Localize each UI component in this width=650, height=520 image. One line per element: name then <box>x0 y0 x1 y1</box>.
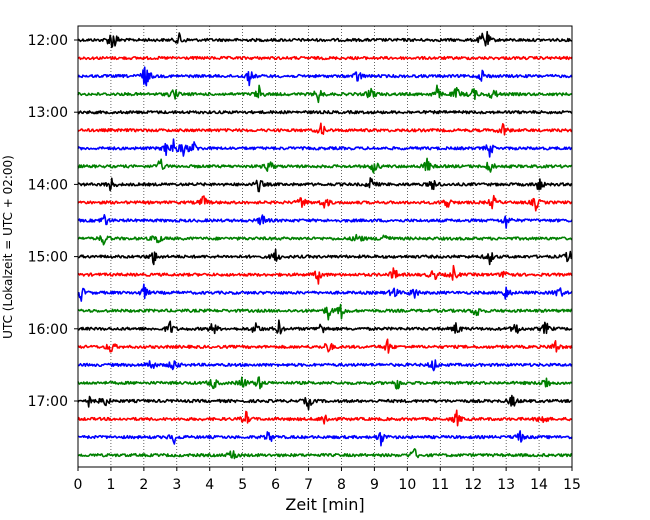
y-axis-title: UTC (Lokalzeit = UTC + 02:00) <box>1 155 15 339</box>
trace-1200 <box>77 30 573 49</box>
trace-1545 <box>77 303 573 321</box>
trace-1230 <box>77 66 573 87</box>
trace-1430 <box>77 213 573 229</box>
trace-1330 <box>77 138 573 158</box>
x-tick-label: 5 <box>238 477 247 493</box>
y-tick-label: 12:00 <box>28 33 68 49</box>
x-tick-label: 0 <box>74 477 83 493</box>
trace-1400 <box>77 177 573 193</box>
x-tick-label: 14 <box>530 477 548 493</box>
x-tick-label: 12 <box>464 477 482 493</box>
trace-1715 <box>77 409 573 427</box>
trace-layer <box>77 30 573 460</box>
trace-1215 <box>77 55 573 61</box>
x-tick-label: 7 <box>304 477 313 493</box>
x-tick-label: 6 <box>271 477 280 493</box>
trace-1645 <box>77 376 573 390</box>
x-tick-label: 10 <box>398 477 416 493</box>
x-tick-label: 3 <box>172 477 181 493</box>
trace-1300 <box>77 110 573 115</box>
trace-1530 <box>77 283 573 302</box>
y-tick-label: 16:00 <box>28 322 68 338</box>
trace-1515 <box>77 264 573 285</box>
trace-1245 <box>77 84 573 104</box>
trace-1730 <box>77 430 573 447</box>
x-tick-label: 8 <box>337 477 346 493</box>
trace-1745 <box>77 448 573 460</box>
x-axis-title: Zeit [min] <box>285 495 364 514</box>
plot-frame <box>77 25 573 468</box>
x-tick-label: 11 <box>431 477 449 493</box>
trace-1615 <box>77 338 573 354</box>
trace-1445 <box>77 233 573 246</box>
x-tick-label: 9 <box>370 477 379 493</box>
y-tick-label: 14:00 <box>28 177 68 193</box>
x-tick-label: 2 <box>139 477 148 493</box>
trace-1315 <box>77 122 573 136</box>
y-tick-label: 13:00 <box>28 105 68 121</box>
x-tick-label: 15 <box>563 477 581 493</box>
x-tick-label: 4 <box>205 477 214 493</box>
trace-1700 <box>77 394 573 411</box>
y-tick-label: 15:00 <box>28 250 68 266</box>
trace-1630 <box>77 359 573 372</box>
tick-layer: 0 1 2 3 4 5 6 7 8 9 10 11 12 13 14 1512:0013:0014:0015:… <box>28 33 581 493</box>
trace-1345 <box>77 157 573 174</box>
trace-1415 <box>77 194 573 212</box>
y-tick-label: 17:00 <box>28 394 68 410</box>
x-tick-label: 1 <box>106 477 115 493</box>
trace-1600 <box>77 319 573 335</box>
x-tick-label: 13 <box>497 477 515 493</box>
trace-1500 <box>77 248 573 266</box>
